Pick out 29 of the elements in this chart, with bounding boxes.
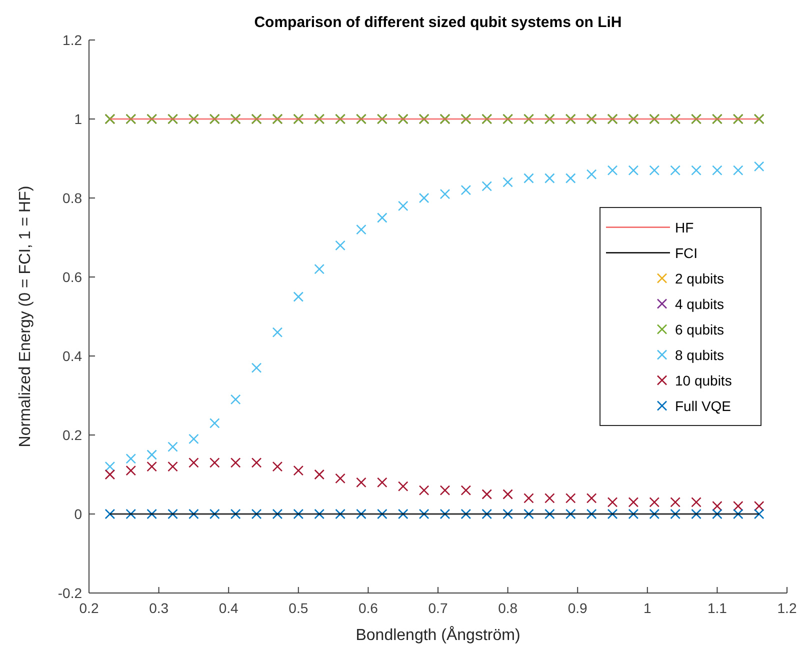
x-tick-label: 0.9 bbox=[568, 600, 588, 616]
x-tick-label: 1.2 bbox=[777, 600, 797, 616]
x-axis-title: Bondlength (Ångström) bbox=[356, 626, 520, 644]
y-tick-label: 0.4 bbox=[62, 348, 82, 364]
x-tick-label: 1.1 bbox=[707, 600, 728, 616]
legend-label: Full VQE bbox=[675, 398, 732, 414]
legend-label: HF bbox=[675, 219, 694, 236]
y-tick-label: -0.2 bbox=[58, 585, 82, 601]
y-tick-label: 0.8 bbox=[62, 190, 82, 206]
x-tick-label: 1 bbox=[644, 600, 652, 616]
y-tick-label: 0 bbox=[74, 506, 82, 522]
y-axis-title: Normalized Energy (0 = FCI, 1 = HF) bbox=[17, 186, 34, 448]
legend-label: 10 qubits bbox=[675, 372, 732, 388]
x-tick-label: 0.4 bbox=[218, 600, 239, 616]
legend-label: FCI bbox=[675, 244, 698, 261]
y-tick-label: 1.2 bbox=[62, 32, 82, 48]
x-tick-label: 0.8 bbox=[498, 600, 518, 616]
legend-label: 8 qubits bbox=[675, 346, 724, 363]
chart-title: Comparison of different sized qubit systems on LiH bbox=[254, 14, 622, 31]
x-tick-label: 0.7 bbox=[428, 600, 448, 616]
x-tick-label: 0.6 bbox=[358, 600, 378, 616]
x-tick-label: 0.5 bbox=[288, 600, 308, 616]
legend-label: 4 qubits bbox=[675, 296, 724, 312]
legend-label: 2 qubits bbox=[675, 270, 724, 286]
x-tick-label: 0.3 bbox=[149, 600, 169, 616]
y-tick-label: 0.6 bbox=[62, 269, 82, 285]
legend-label: 6 qubits bbox=[675, 321, 724, 338]
y-tick-label: 1 bbox=[74, 111, 82, 127]
y-tick-label: 0.2 bbox=[62, 427, 82, 443]
